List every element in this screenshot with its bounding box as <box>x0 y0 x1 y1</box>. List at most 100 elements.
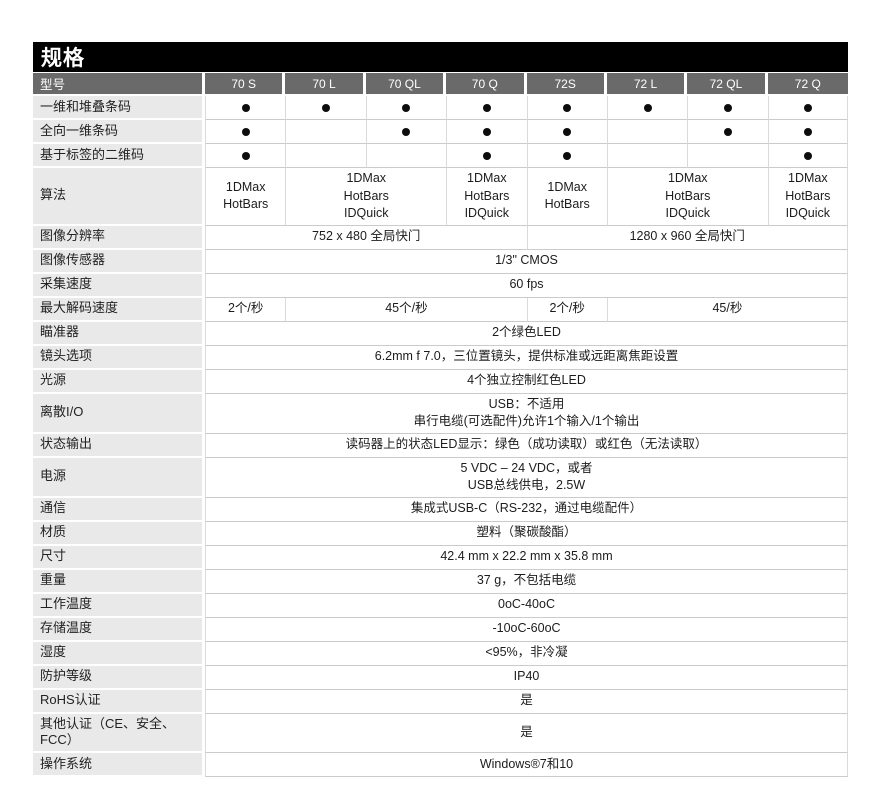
header-model-col: 70 L <box>285 73 366 96</box>
table-row: 存储温度 -10oC-60oC <box>33 617 848 642</box>
spec-value-cell: 1DMax HotBars IDQuick <box>767 168 848 226</box>
spec-value-text: 4个独立控制红色LED <box>467 373 586 388</box>
spec-value-cell: 752 x 480 全局快门 <box>205 225 527 250</box>
spec-value-cell: -10oC-60oC <box>205 617 848 642</box>
spec-value-text: 2个/秒 <box>227 301 264 316</box>
row-label: 防护等级 <box>33 665 205 690</box>
spec-value-text: 60 fps <box>509 277 544 292</box>
table-row: 工作温度 0oC-40oC <box>33 593 848 618</box>
spec-value-text: 读码器上的状态LED显示：绿色（成功读取）或红色（无法读取） <box>345 437 708 452</box>
spec-value-text: HotBars <box>343 188 389 203</box>
header-model-col: 70 Q <box>446 73 527 96</box>
table-row: 通信 集成式USB-C（RS-232，通过电缆配件） <box>33 497 848 522</box>
spec-value-text: -10oC-60oC <box>492 621 561 636</box>
feature-support-cell <box>526 96 607 120</box>
spec-value-text: 45个/秒 <box>385 301 428 316</box>
spec-value-text: 1DMax <box>667 171 708 185</box>
feature-bullet-icon <box>482 103 491 112</box>
row-label: 其他认证（CE、安全、FCC） <box>33 713 205 754</box>
feature-support-cell <box>606 144 688 168</box>
header-model-label: 型号 <box>33 73 205 96</box>
spec-value-text: IDQuick <box>665 206 710 220</box>
row-label: 电源 <box>33 457 205 498</box>
spec-value-text: HotBars <box>544 197 590 212</box>
spec-value-cell: 1/3" CMOS <box>205 249 848 274</box>
spec-value-cell: 4个独立控制红色LED <box>205 369 848 394</box>
spec-value-text: 37 g，不包括电缆 <box>476 573 577 588</box>
spec-value-cell: 集成式USB-C（RS-232，通过电缆配件） <box>205 497 848 522</box>
row-label: 状态输出 <box>33 433 205 458</box>
feature-support-cell <box>767 144 848 168</box>
spec-value-cell: 1DMax HotBars IDQuick <box>606 168 768 226</box>
feature-support-cell <box>285 120 366 144</box>
feature-bullet-icon <box>402 127 411 136</box>
table-row: 图像分辨率 752 x 480 全局快门 1280 x 960 全局快门 <box>33 225 848 250</box>
feature-bullet-icon <box>803 103 812 112</box>
spec-value-cell: 是 <box>205 689 848 714</box>
feature-bullet-icon <box>803 127 812 136</box>
table-row: 光源 4个独立控制红色LED <box>33 369 848 394</box>
spec-value-text: 2个绿色LED <box>492 325 561 340</box>
feature-bullet-icon <box>563 103 572 112</box>
feature-bullet-icon <box>402 103 411 112</box>
spec-value-text: IDQuick <box>464 206 510 220</box>
spec-value-cell: 塑料（聚碳酸酯） <box>205 521 848 546</box>
row-label: 一维和堆叠条码 <box>33 96 205 120</box>
feature-support-cell <box>606 120 688 144</box>
spec-value-cell: 2个绿色LED <box>205 321 848 346</box>
spec-value-text: 1DMax <box>225 179 266 194</box>
spec-value-text: 0oC-40oC <box>498 597 555 612</box>
row-label: 图像传感器 <box>33 249 205 274</box>
spec-value-text: USB：不适用 <box>488 396 565 411</box>
feature-support-cell <box>205 120 286 144</box>
header-model-col: 72 L <box>606 73 688 96</box>
feature-support-cell <box>687 96 768 120</box>
feature-support-cell <box>526 144 607 168</box>
table-row: RoHS认证 是 <box>33 689 848 714</box>
row-label: 瞄准器 <box>33 321 205 346</box>
row-label: RoHS认证 <box>33 689 205 714</box>
spec-value-cell: 读码器上的状态LED显示：绿色（成功读取）或红色（无法读取） <box>205 433 848 458</box>
spec-value-text: HotBars <box>464 188 510 203</box>
spec-value-cell: 2个/秒 <box>526 297 607 322</box>
table-row: 一维和堆叠条码 <box>33 96 848 120</box>
table-row: 湿度 <95%，非冷凝 <box>33 641 848 666</box>
table-row: 材质 塑料（聚碳酸酯） <box>33 521 848 546</box>
spec-value-cell: 1DMax HotBars IDQuick <box>446 168 527 226</box>
feature-support-cell <box>285 144 366 168</box>
spec-value-text: HotBars <box>665 188 711 203</box>
feature-bullet-icon <box>723 103 732 112</box>
spec-value-cell: <95%，非冷凝 <box>205 641 848 666</box>
spec-value-text: 1280 x 960 全局快门 <box>629 229 745 244</box>
spec-value-text: 5 VDC – 24 VDC，或者 <box>460 460 593 475</box>
spec-rows: 一维和堆叠条码 全向一维条码 基于标签的二维码 算法 1DMax HotBars 1DMax… <box>33 96 848 778</box>
table-row: 最大解码速度 2个/秒 45个/秒 2个/秒 45/秒 <box>33 297 848 322</box>
spec-value-cell: USB：不适用 串行电缆(可选配件)允许1个输入/1个输出 <box>205 393 848 434</box>
spec-value-cell: 5 VDC – 24 VDC，或者 USB总线供电，2.5W <box>205 457 848 498</box>
table-row: 算法 1DMax HotBars 1DMax HotBars IDQuick 1DMax Ho… <box>33 168 848 226</box>
feature-bullet-icon <box>241 151 250 160</box>
row-label: 离散I/O <box>33 393 205 434</box>
spec-value-text: 45/秒 <box>712 301 743 316</box>
spec-value-text: 2个/秒 <box>549 301 585 316</box>
feature-support-cell <box>767 120 848 144</box>
spec-value-text: 42.4 mm x 22.2 mm x 35.8 mm <box>440 549 613 564</box>
spec-value-text: 6.2mm f 7.0，三位置镜头，提供标准或远距离焦距设置 <box>374 349 679 364</box>
spec-value-cell: 1DMax HotBars IDQuick <box>285 168 447 226</box>
table-row: 镜头选项 6.2mm f 7.0，三位置镜头，提供标准或远距离焦距设置 <box>33 345 848 370</box>
row-label: 存储温度 <box>33 617 205 642</box>
table-row: 采集速度 60 fps <box>33 273 848 298</box>
row-label: 工作温度 <box>33 593 205 618</box>
spec-value-text: 1DMax <box>467 171 507 185</box>
header-model-col: 72 QL <box>687 73 768 96</box>
row-label: 尺寸 <box>33 545 205 570</box>
spec-value-cell: 1DMax HotBars <box>526 168 607 226</box>
table-row: 离散I/O USB：不适用 串行电缆(可选配件)允许1个输入/1个输出 <box>33 393 848 434</box>
table-row: 尺寸 42.4 mm x 22.2 mm x 35.8 mm <box>33 545 848 570</box>
feature-bullet-icon <box>563 151 572 160</box>
row-label: 湿度 <box>33 641 205 666</box>
feature-support-cell <box>606 96 688 120</box>
feature-bullet-icon <box>482 127 491 136</box>
spec-value-cell: 37 g，不包括电缆 <box>205 569 848 594</box>
